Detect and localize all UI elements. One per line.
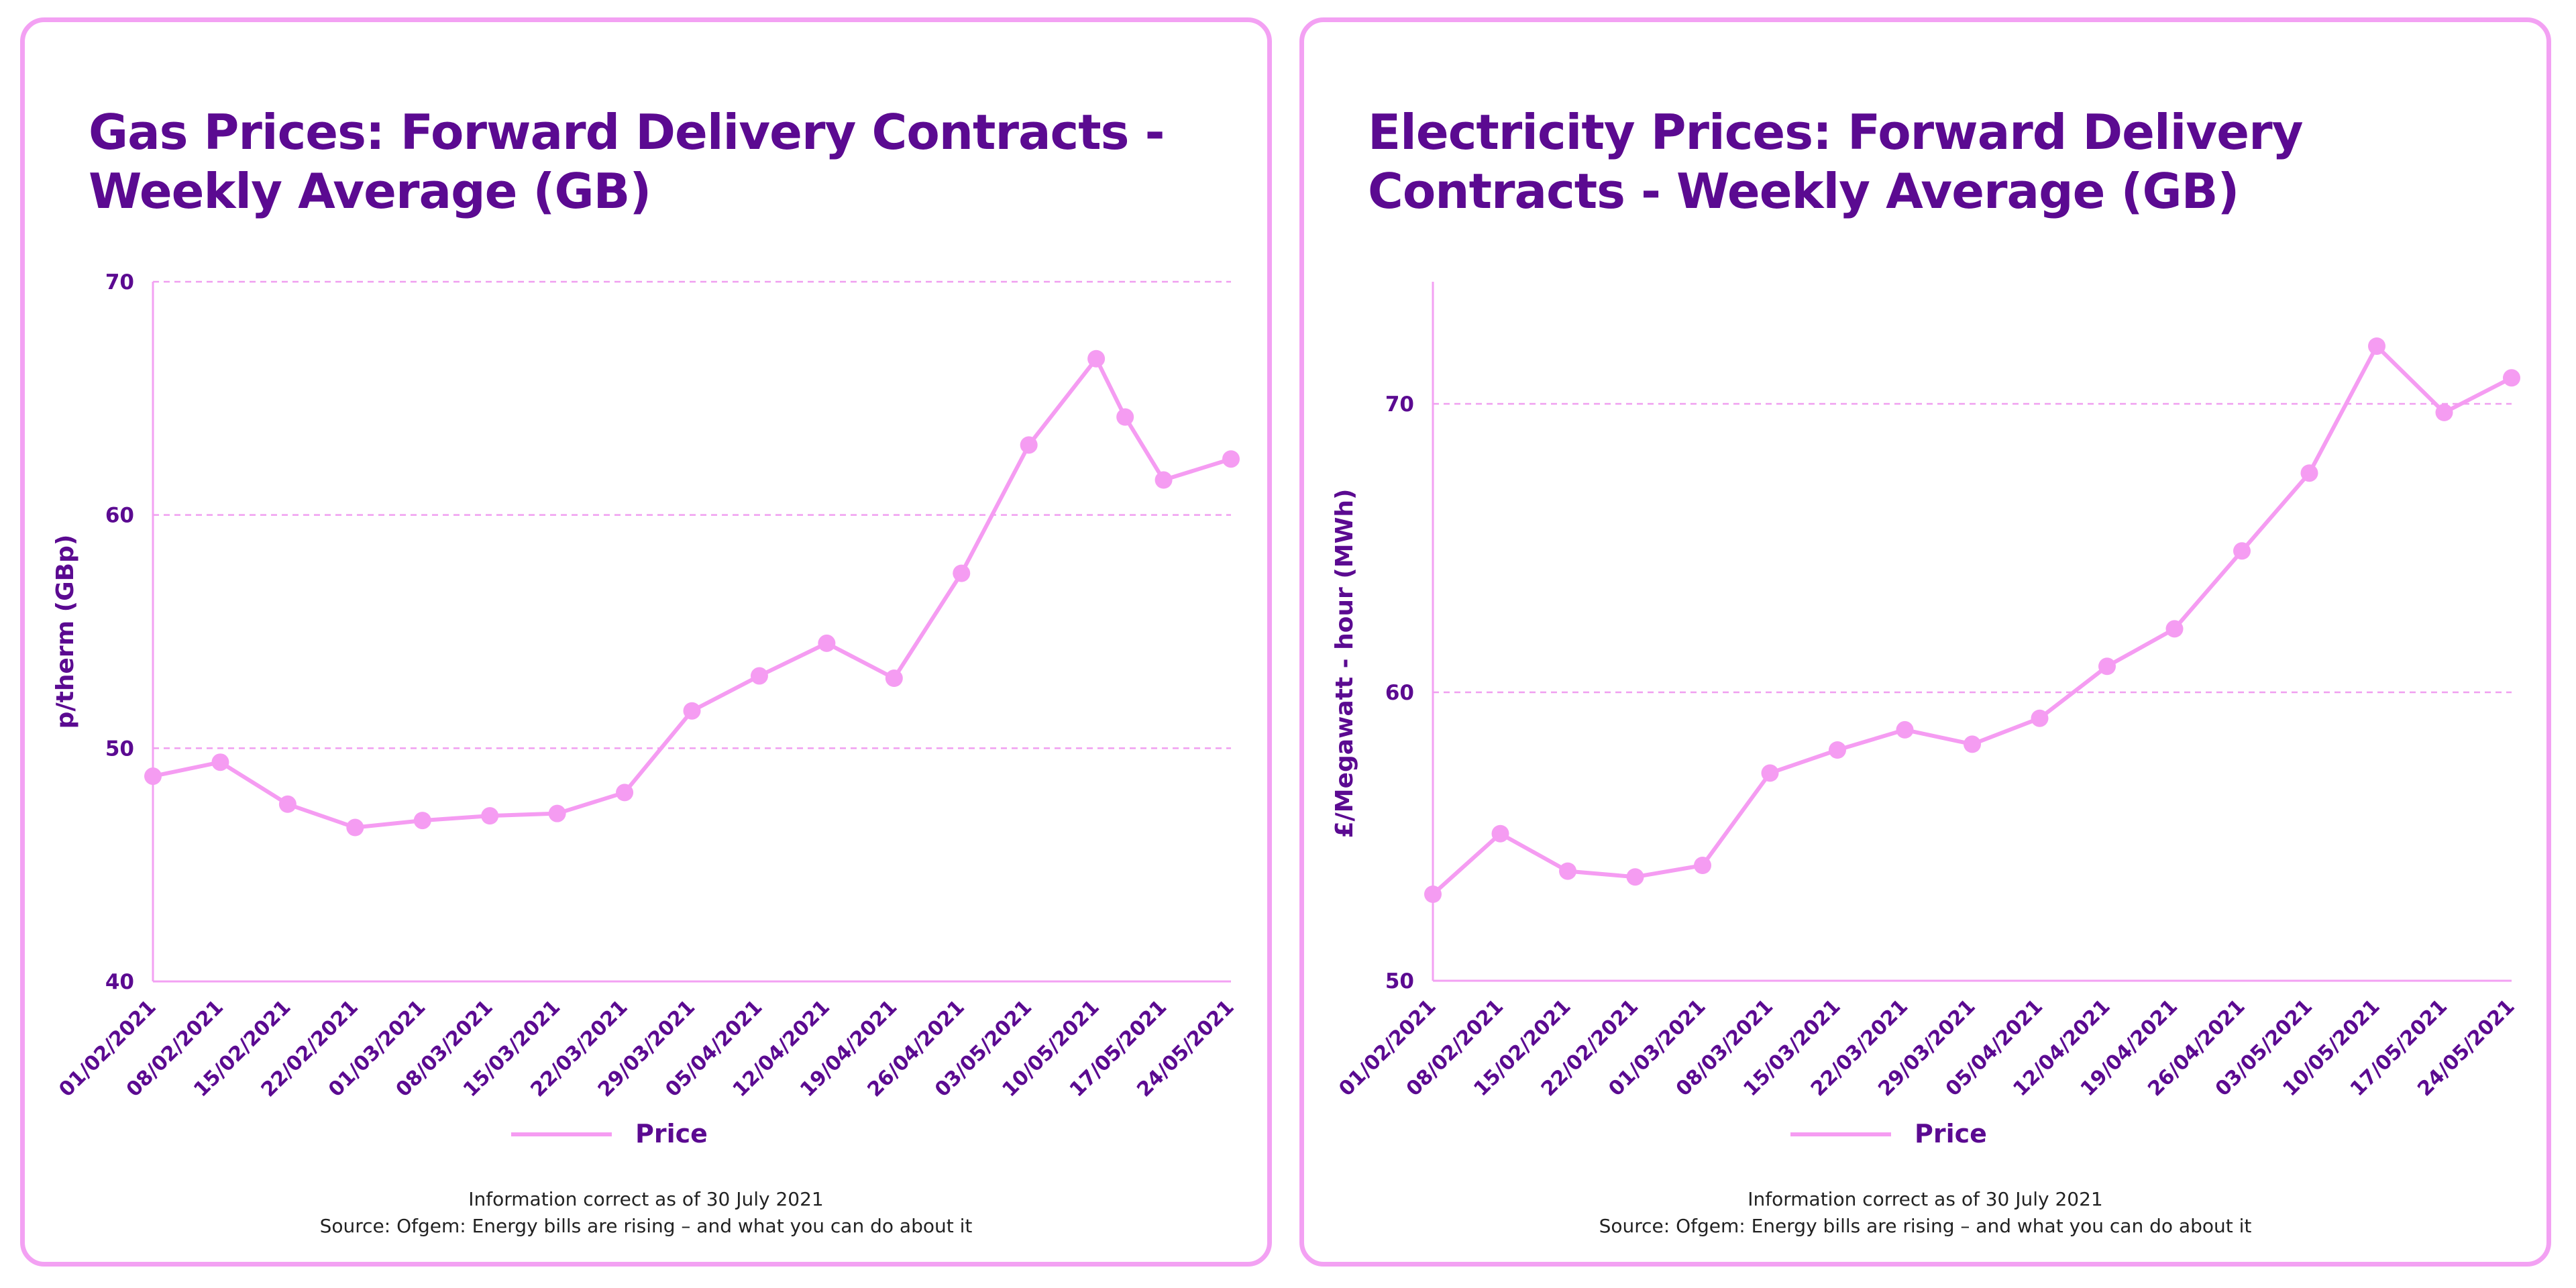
- gas-series-line: [151, 356, 1233, 830]
- gas-data-point: [481, 807, 499, 825]
- gas-data-point: [750, 667, 768, 685]
- gas-data-point: [413, 812, 431, 830]
- gas-source-note: Source: Ofgem: Energy bills are rising –…: [319, 1215, 973, 1237]
- electricity-data-point: [2098, 657, 2116, 676]
- gas-data-point: [548, 804, 566, 822]
- electricity-data-point: [1491, 824, 1509, 843]
- electricity-series-line: [1431, 344, 2514, 896]
- electricity-data-point: [2503, 369, 2520, 387]
- electricity-data-point: [1761, 764, 1779, 782]
- gas-y-tick-label: 50: [105, 737, 134, 761]
- gas-data-point: [1087, 350, 1106, 368]
- gas-data-point: [1222, 450, 1240, 468]
- electricity-info-date-note: Information correct as of 30 July 2021: [1748, 1188, 2103, 1210]
- gas-data-point: [346, 818, 364, 837]
- electricity-data-point: [1964, 735, 1981, 753]
- gas-data-point: [278, 795, 297, 813]
- gas-y-axis-label: p/therm (GBp): [52, 535, 79, 729]
- gas-y-tick-label: 40: [105, 970, 134, 994]
- electricity-data-point: [2165, 620, 2184, 638]
- gas-data-point: [818, 634, 836, 652]
- electricity-y-tick-label: 50: [1385, 969, 1414, 994]
- gas-y-tick-label: 70: [105, 270, 134, 294]
- electricity-data-point: [1559, 862, 1576, 880]
- electricity-data-point: [1896, 720, 1914, 739]
- gas-info-date-note: Information correct as of 30 July 2021: [468, 1188, 824, 1210]
- gas-data-point: [144, 767, 162, 786]
- electricity-data-point: [2233, 542, 2251, 560]
- gas-chart-title: Gas Prices: Forward Delivery Contracts -…: [89, 104, 1165, 219]
- electricity-data-point: [2031, 709, 2049, 727]
- electricity-data-point: [2300, 464, 2318, 482]
- gas-legend-label: Price: [635, 1119, 708, 1148]
- electricity-chart-title: Electricity Prices: Forward Delivery Con…: [1368, 104, 2304, 219]
- electricity-y-tick-label: 70: [1385, 392, 1414, 417]
- electricity-source-note: Source: Ofgem: Energy bills are rising –…: [1599, 1215, 2252, 1237]
- gas-data-point: [1155, 471, 1173, 489]
- gas-y-tick-label: 60: [105, 504, 134, 528]
- electricity-y-axis-label: £/Megawatt - hour (MWh): [1331, 489, 1358, 839]
- electricity-data-point: [1829, 741, 1846, 759]
- gas-price-plot: 4050607001/02/202108/02/202115/02/202122…: [52, 270, 1240, 1148]
- electricity-price-plot: 50607001/02/202108/02/202115/02/202122/0…: [1331, 282, 2520, 1148]
- gas-data-point: [953, 564, 971, 582]
- electricity-legend-label: Price: [1915, 1119, 1987, 1148]
- electricity-y-tick-label: 60: [1385, 681, 1414, 705]
- gas-data-point: [1020, 436, 1038, 454]
- gas-data-point: [1116, 408, 1134, 426]
- electricity-data-point: [2368, 337, 2385, 355]
- electricity-data-point: [1424, 885, 1442, 903]
- electricity-price-chart-card: Electricity Prices: Forward Delivery Con…: [1299, 17, 2551, 1267]
- electricity-data-point: [1694, 857, 1711, 874]
- gas-data-point: [885, 669, 903, 688]
- electricity-data-point: [1626, 868, 1644, 886]
- gas-price-chart-card: Gas Prices: Forward Delivery Contracts -…: [20, 17, 1272, 1267]
- gas-data-point: [211, 753, 229, 771]
- gas-data-point: [616, 784, 634, 802]
- electricity-data-point: [2435, 403, 2453, 421]
- gas-data-point: [683, 702, 701, 720]
